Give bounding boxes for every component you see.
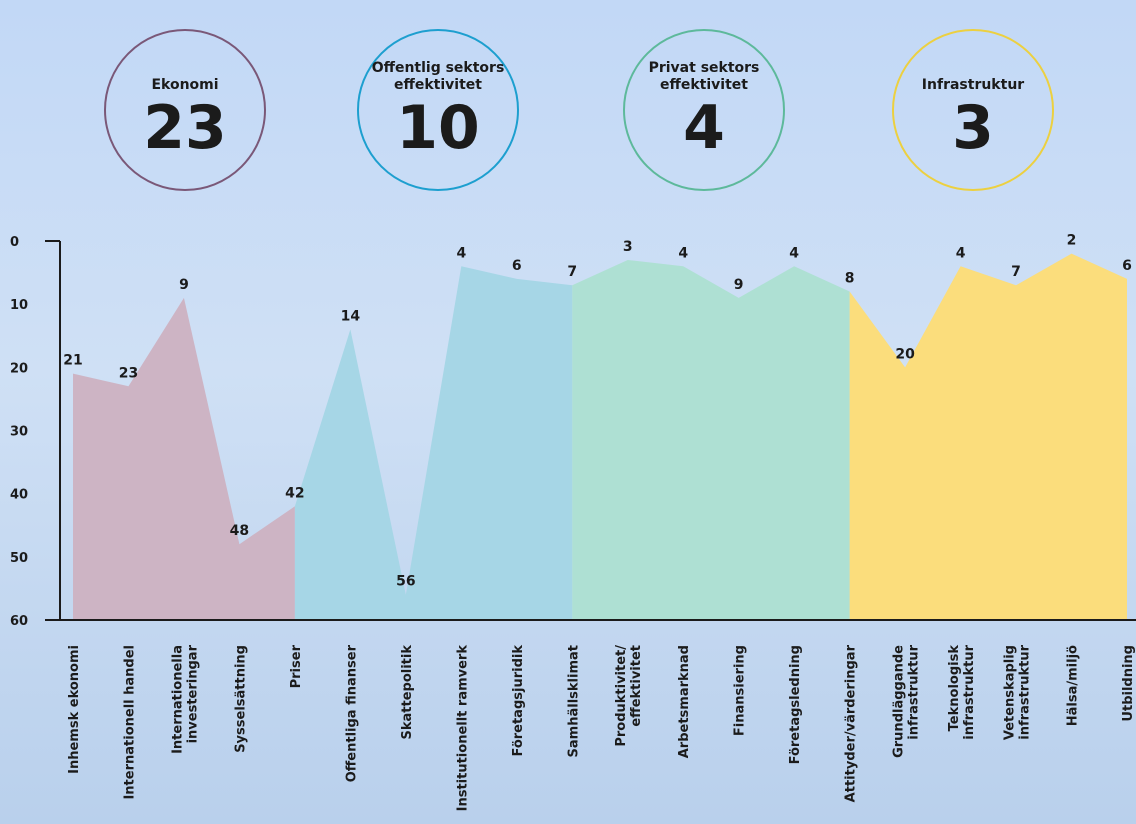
x-tick-label: investeringar [185, 644, 200, 743]
value-label: 2 [1067, 233, 1077, 249]
x-tick-label: Grundläggande [892, 645, 907, 758]
y-tick-label: 10 [10, 298, 28, 313]
group-name: Infrastruktur [921, 77, 1025, 93]
value-label: 56 [396, 574, 415, 590]
group-ring [104, 29, 266, 191]
value-label: 48 [230, 523, 249, 539]
x-tick-label: Sysselsättning [233, 645, 248, 753]
group-ring [623, 29, 785, 191]
group-ring [357, 29, 519, 191]
x-tick-label: Samhällsklimat [566, 645, 581, 757]
value-label: 7 [567, 264, 577, 280]
y-tick-label: 0 [10, 235, 19, 250]
value-label: 3 [623, 239, 633, 255]
x-tick-label: Inhemsk ekonomi [67, 645, 82, 774]
value-label: 7 [1011, 264, 1021, 280]
x-tick-label: Offentliga finanser [344, 644, 359, 782]
value-label: 4 [678, 245, 688, 261]
x-tick-label: Produktivitet/ [614, 645, 629, 747]
value-label: 23 [119, 365, 138, 381]
area [73, 297, 295, 620]
area [849, 253, 1127, 620]
group-name-box: Privat sektors effektivitet [648, 60, 760, 93]
y-tick-label: 20 [10, 361, 28, 376]
x-tick-label: Utbildning [1121, 645, 1136, 722]
group-name: Privat sektors effektivitet [648, 60, 760, 93]
value-label: 4 [789, 245, 799, 261]
x-tick-label: infrastruktur [1018, 644, 1033, 739]
x-tick-label: Attityder/värderingar [844, 644, 859, 802]
value-label: 6 [1122, 258, 1132, 274]
x-tick-label: Företagsjuridik [511, 645, 526, 757]
x-tick-label: Finansiering [733, 645, 748, 736]
y-tick-label: 30 [10, 425, 28, 440]
group-rank: 4 [683, 93, 725, 163]
group-rank: 10 [396, 93, 480, 163]
y-tick-label: 50 [10, 551, 28, 566]
group-rank: 23 [143, 93, 227, 163]
x-tick-label: Internationell handel [122, 645, 137, 800]
value-label: 6 [512, 258, 522, 274]
x-tick-label: Arbetsmarknad [677, 645, 692, 758]
group-rank: 3 [952, 93, 994, 163]
group-name-box: Ekonomi [151, 77, 219, 93]
x-tick-label: Hälsa/miljö [1066, 645, 1081, 726]
area [572, 259, 850, 620]
x-tick-label: Företagsledning [788, 645, 803, 764]
x-tick-label: Institutionellt ramverk [455, 645, 470, 812]
value-label: 21 [63, 353, 82, 369]
value-label: 4 [456, 245, 466, 261]
group-name-box: Offentlig sektors effektivitet [371, 60, 505, 93]
value-label: 9 [734, 277, 744, 293]
value-label: 9 [179, 277, 189, 293]
x-tick-label: Priser [289, 644, 304, 688]
group-name: Ekonomi [151, 77, 219, 93]
value-label: 4 [956, 245, 966, 261]
x-tick-label: Teknologisk [947, 645, 962, 732]
x-tick-label: infrastruktur [907, 644, 922, 739]
area [294, 266, 573, 620]
y-tick-label: 60 [10, 614, 28, 629]
value-label: 20 [895, 346, 915, 362]
x-tick-label: effektivitet [629, 645, 644, 727]
x-tick-label: Skattepolitik [400, 645, 415, 740]
value-label: 8 [845, 271, 855, 287]
x-tick-label: Vetenskaplig [1003, 645, 1018, 740]
value-label: 42 [285, 485, 304, 501]
group-name: Offentlig sektors effektivitet [371, 60, 505, 93]
y-tick-label: 40 [10, 488, 28, 503]
value-label: 14 [341, 308, 361, 324]
x-tick-label: infrastruktur [962, 644, 977, 739]
x-tick-label: Internationella [170, 645, 185, 754]
group-ring [892, 29, 1054, 191]
group-name-box: Infrastruktur [921, 77, 1025, 93]
